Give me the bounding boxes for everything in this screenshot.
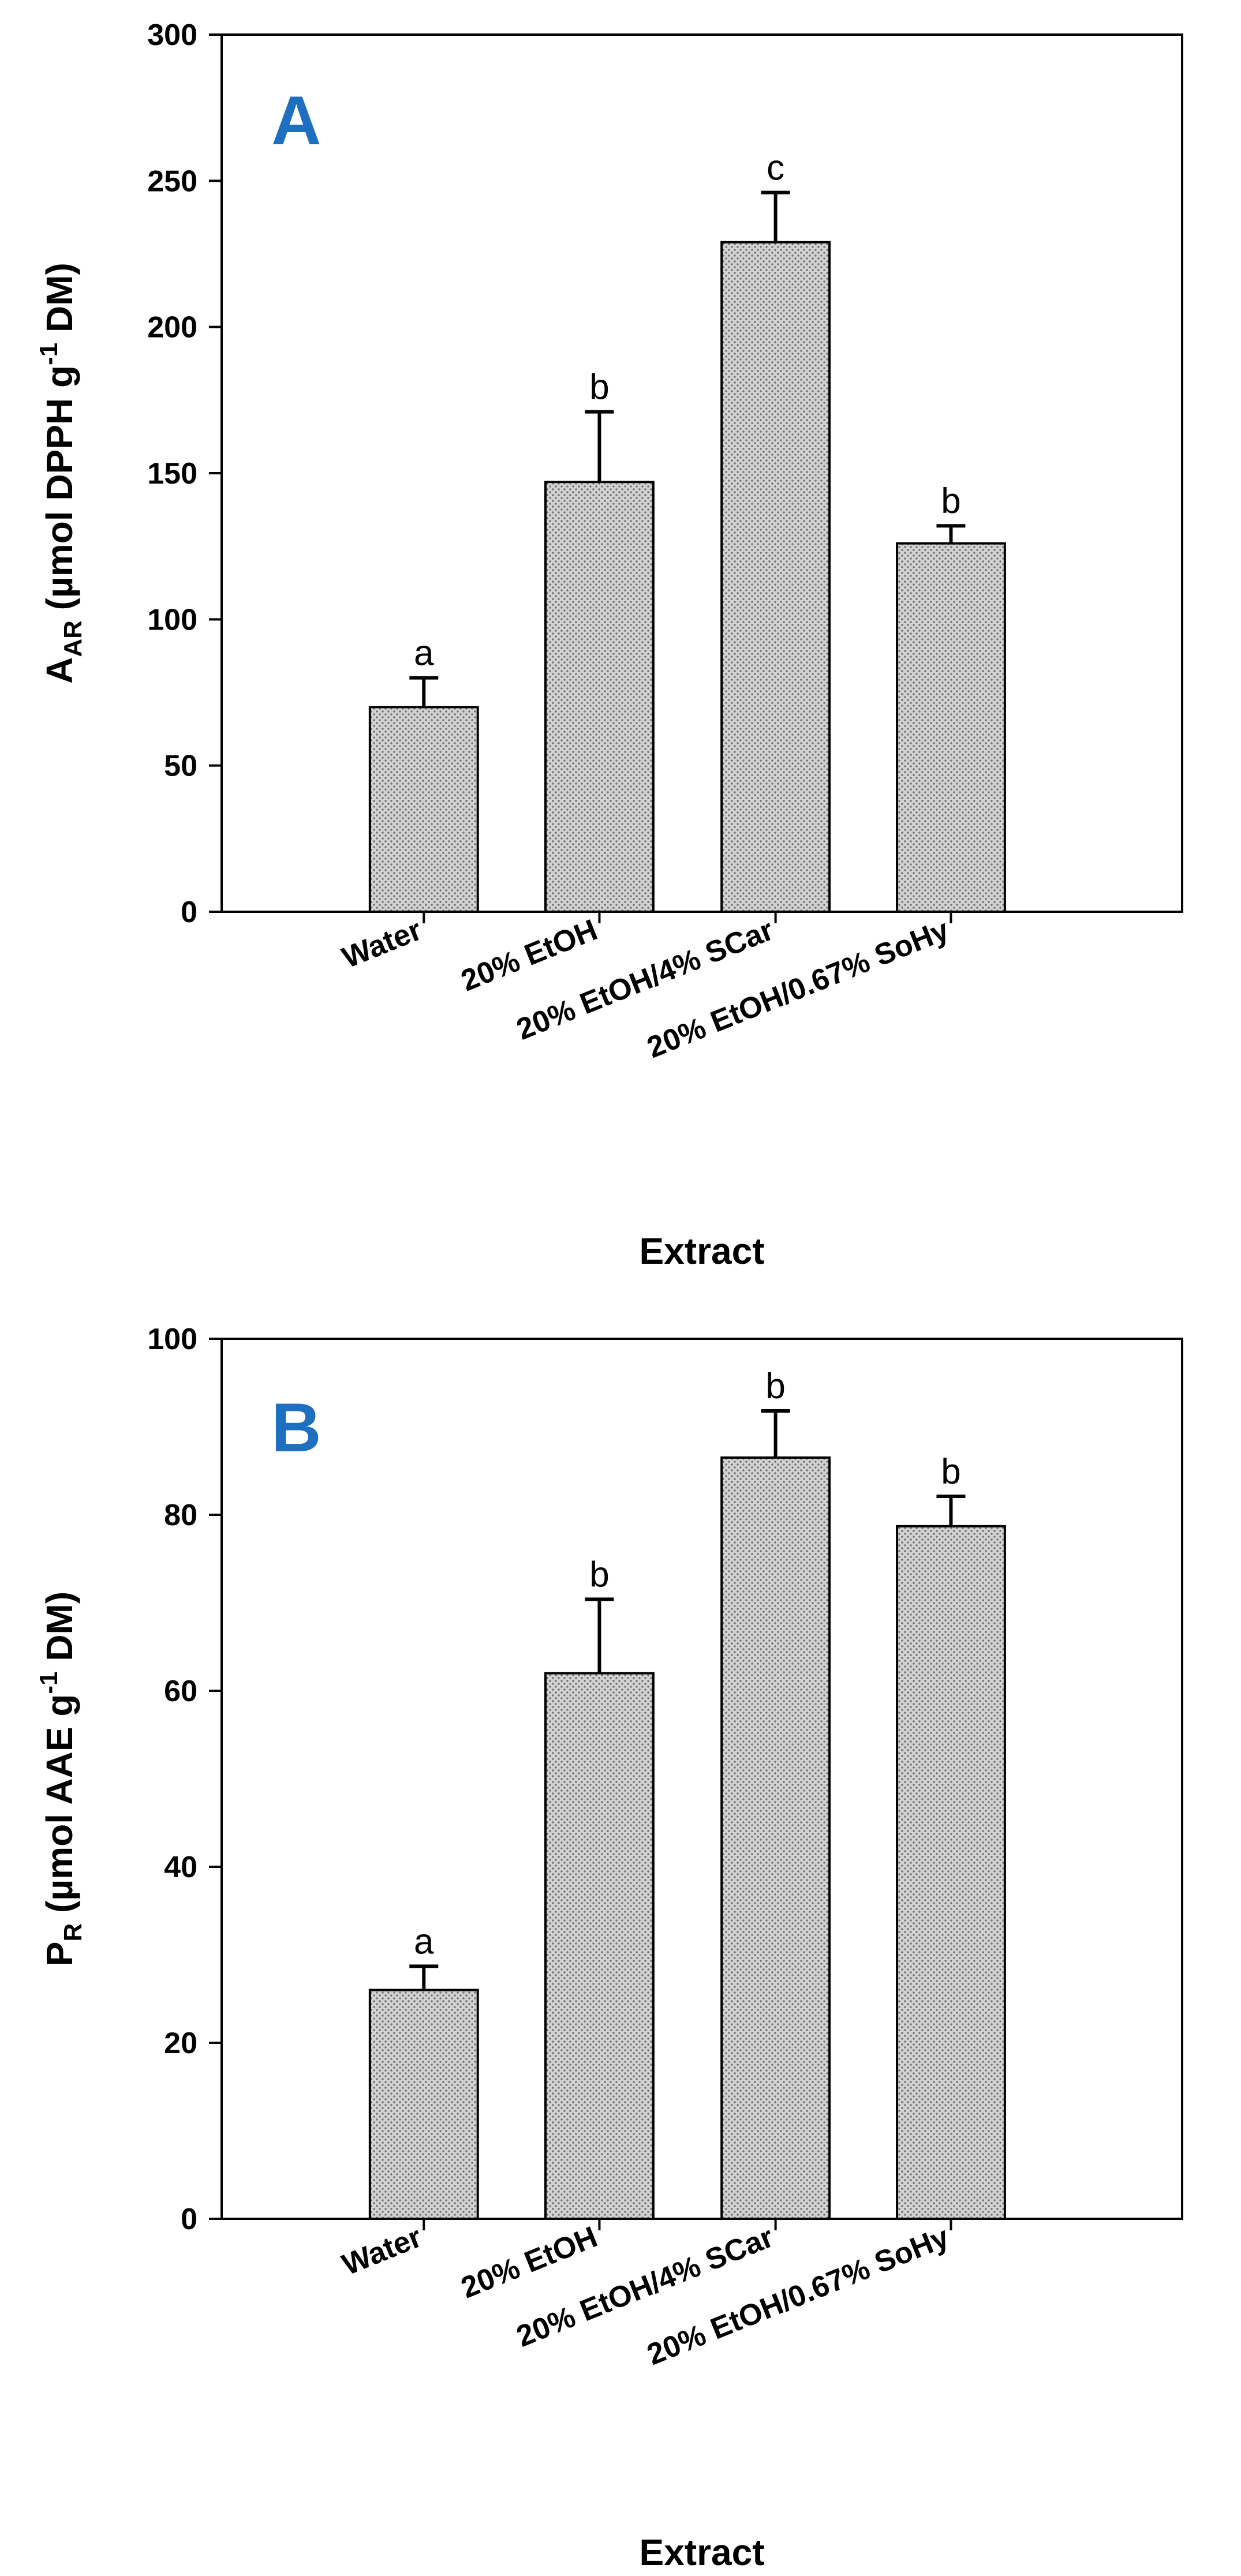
bar [544, 481, 655, 913]
panel-label: A [271, 82, 322, 159]
y-tick-label: 50 [164, 750, 197, 783]
x-axis-title: Extract [640, 2532, 765, 2573]
y-axis-title-subscript: R [59, 1923, 87, 1942]
plot-frame [220, 33, 1183, 913]
y-tick-label: 150 [147, 457, 197, 491]
y-axis-title-superscript: -1 [35, 1671, 63, 1694]
x-tick-label: 20% EtOH [457, 913, 602, 998]
bar [368, 1989, 479, 2220]
bar [896, 542, 1006, 913]
y-tick-label: 200 [147, 311, 197, 345]
bar [544, 1672, 655, 2220]
y-tick-label: 80 [164, 1499, 197, 1532]
y-axis-title-unit: DM) [39, 1592, 80, 1672]
y-tick-label: 0 [181, 896, 197, 929]
panel-label: B [271, 1389, 322, 1466]
significance-label: b [589, 1555, 609, 1594]
y-axis-title-text: (µmol AAE g [39, 1694, 80, 1923]
y-axis-title-main: A [39, 657, 80, 684]
y-tick-label: 60 [164, 1675, 197, 1708]
y-axis-title: AAR (µmol DPPH g-1 DM) [35, 263, 87, 684]
bar [720, 241, 831, 913]
x-tick-label: Water [338, 2220, 427, 2282]
y-axis-title: PR (µmol AAE g-1 DM) [35, 1592, 87, 1966]
significance-label: b [941, 481, 960, 521]
y-axis-title-main: P [39, 1942, 80, 1967]
bar [368, 706, 479, 913]
plot-frame [220, 1338, 1183, 2220]
y-tick-label: 100 [147, 603, 197, 636]
significance-label: a [414, 1922, 434, 1961]
y-axis-title-unit: DM) [39, 263, 80, 343]
y-tick-label: 0 [181, 2203, 197, 2236]
significance-label: b [941, 1452, 960, 1492]
significance-label: b [589, 368, 609, 407]
x-tick-label: 20% EtOH [457, 2220, 602, 2305]
y-axis-title-text: (µmol DPPH g [39, 365, 80, 620]
x-tick-label: Water [338, 913, 427, 975]
y-tick-label: 20 [164, 2027, 197, 2060]
y-axis-title-subscript: AR [59, 620, 87, 657]
y-tick-label: 40 [164, 1851, 197, 1884]
bar [896, 1525, 1006, 2220]
y-tick-label: 300 [147, 18, 197, 52]
y-tick-label: 100 [147, 1323, 197, 1356]
chart-panel-a: a b c b 0 50 100 150 200 250 300 Water 20% EtOH 20% E… [35, 18, 1183, 1272]
x-axis-title: Extract [640, 1230, 765, 1272]
significance-label: b [765, 1366, 785, 1406]
y-tick-label: 250 [147, 164, 197, 198]
significance-label: c [767, 148, 784, 188]
y-axis-title-superscript: -1 [35, 343, 63, 365]
x-tick-label: 20% EtOH/0.67% SoHy [642, 2220, 954, 2372]
bar [720, 1456, 831, 2220]
significance-label: a [414, 634, 434, 673]
x-tick-label: 20% EtOH/0.67% SoHy [642, 913, 954, 1065]
